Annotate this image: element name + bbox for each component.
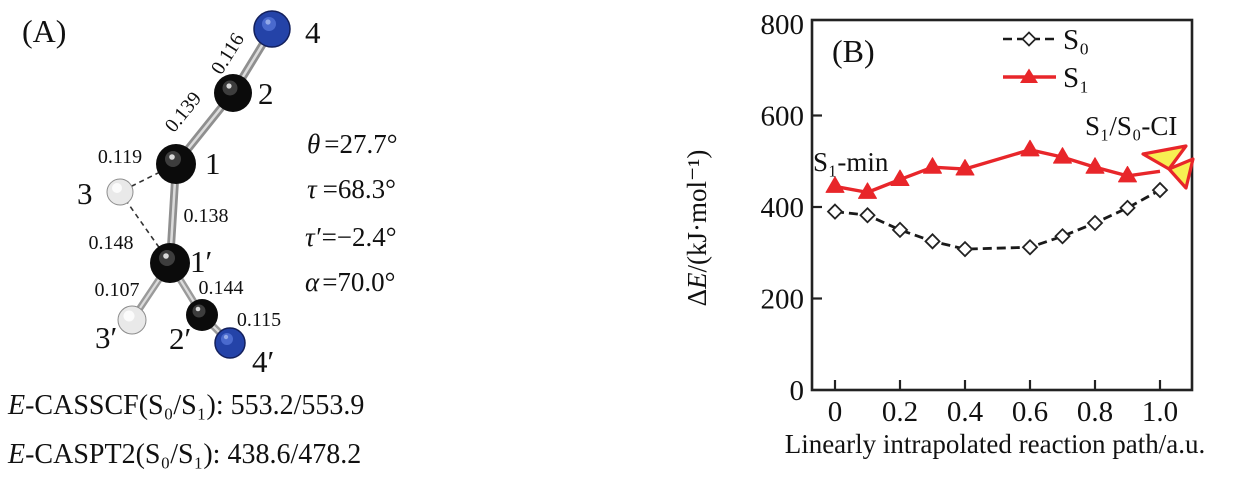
angle-alpha: α =70.0° bbox=[305, 267, 395, 297]
x-tick-label: 0.8 bbox=[1077, 396, 1113, 428]
bond-label-0107: 0.107 bbox=[95, 279, 140, 301]
legend-entry-s0: S₀ bbox=[1003, 24, 1089, 56]
conical-intersection-marker bbox=[1141, 144, 1195, 190]
atom-c1p-black bbox=[150, 243, 190, 283]
bond-label-0119: 0.119 bbox=[98, 146, 142, 168]
atom-c2-black bbox=[214, 74, 252, 112]
atom-label-3: 3 bbox=[77, 176, 93, 211]
atom-n4p-blue bbox=[214, 327, 246, 359]
atom-h3-white bbox=[106, 178, 134, 206]
legend: S₀ S₁ bbox=[1003, 24, 1089, 94]
atom-label-2p: 2′ bbox=[169, 321, 191, 356]
legend-entry-s1: S₁ bbox=[1003, 62, 1089, 94]
diamond-marker bbox=[924, 233, 941, 250]
energy-casscf: E-CASSCF(S₀/S₁): 553.2/553.9 bbox=[7, 390, 364, 421]
energy-values: E-CASSCF(S₀/S₁): 553.2/553.9 E-CASPT2(S₀… bbox=[7, 390, 364, 470]
diamond-marker bbox=[859, 206, 876, 224]
panel-a-label: (A) bbox=[22, 13, 66, 49]
diamond-marker bbox=[1054, 228, 1071, 245]
atom-c1-black bbox=[156, 144, 196, 184]
bond-label-0148: 0.148 bbox=[89, 232, 134, 254]
y-tick-label: 200 bbox=[761, 284, 805, 316]
annotation-s1-min: S₁-min bbox=[813, 147, 889, 177]
atom-label-3p: 3′ bbox=[95, 320, 117, 355]
atom-h3p-white bbox=[117, 305, 147, 335]
atom-label-4p: 4′ bbox=[252, 344, 274, 379]
angle-theta: θ =27.7° bbox=[307, 129, 398, 159]
triangle-marker bbox=[1085, 157, 1105, 174]
series-line-s0 bbox=[834, 188, 1161, 251]
x-tick-label: 1.0 bbox=[1142, 396, 1178, 428]
angle-parameters: θ =27.7° τ =68.3° τ′=−2.4° α =70.0° bbox=[305, 129, 398, 297]
y-tick-label: 800 bbox=[761, 9, 805, 41]
panel-a-molecule-diagram: (A) bbox=[7, 10, 398, 470]
bond-label-0144: 0.144 bbox=[199, 277, 244, 299]
x-tick-label: 0.2 bbox=[882, 396, 918, 428]
y-tick-label: 0 bbox=[790, 375, 805, 407]
angle-tau: τ =68.3° bbox=[307, 174, 396, 204]
plot-box bbox=[810, 18, 1194, 392]
diamond-marker bbox=[826, 203, 844, 220]
x-axis-title: Linearly intrapolated reaction path/a.u. bbox=[785, 429, 1206, 459]
legend-label-s1: S₁ bbox=[1063, 62, 1089, 94]
x-tick-label: 0.4 bbox=[947, 396, 984, 428]
diamond-marker bbox=[1021, 238, 1039, 256]
triangle-marker bbox=[1118, 165, 1137, 183]
annotation-s1-s0-ci: S₁/S₀-CI bbox=[1085, 111, 1177, 141]
y-tick-label: 600 bbox=[761, 101, 805, 133]
panel-b-label: (B) bbox=[832, 33, 875, 69]
data-series bbox=[825, 139, 1169, 258]
bond-label-0115: 0.115 bbox=[237, 309, 281, 331]
atoms bbox=[106, 10, 291, 359]
atom-label-1p: 1′ bbox=[190, 244, 212, 279]
atom-label-1: 1 bbox=[205, 146, 221, 181]
x-tick-label: 0 bbox=[828, 396, 843, 428]
triangle-marker bbox=[890, 169, 910, 187]
energy-caspt2: E-CASPT2(S₀/S₁): 438.6/478.2 bbox=[7, 439, 361, 470]
diamond-marker bbox=[956, 240, 974, 258]
atom-number-labels: 4 2 1 3 1′ 3′ 2′ 4′ bbox=[77, 15, 321, 379]
atom-label-2: 2 bbox=[258, 76, 274, 111]
triangle-marker bbox=[955, 159, 975, 176]
bond-label-0138: 0.138 bbox=[184, 205, 229, 227]
series-line-s1 bbox=[834, 148, 1161, 195]
diamond-marker bbox=[1151, 181, 1169, 199]
atom-n4-blue bbox=[253, 10, 291, 48]
legend-diamond-marker-icon bbox=[1021, 31, 1037, 47]
axis-ticks: 0 0.2 0.4 0.6 0.8 1.0 0 200 400 600 800 bbox=[761, 9, 1179, 428]
triangle-marker bbox=[858, 182, 877, 199]
triangle-marker bbox=[825, 176, 845, 193]
diamond-marker bbox=[891, 221, 909, 239]
triangle-marker bbox=[1020, 139, 1040, 157]
x-tick-label: 0.6 bbox=[1012, 396, 1048, 428]
triangle-marker bbox=[1053, 147, 1072, 164]
atom-c2p-black bbox=[186, 299, 218, 331]
legend-triangle-marker-icon bbox=[1020, 68, 1038, 83]
diamond-marker bbox=[1086, 214, 1104, 232]
y-tick-label: 400 bbox=[761, 192, 805, 224]
legend-label-s0: S₀ bbox=[1063, 24, 1089, 56]
triangle-marker bbox=[923, 157, 942, 174]
y-axis-title: ΔE/(kJ·mol⁻¹) bbox=[682, 150, 712, 307]
diamond-marker bbox=[1119, 199, 1136, 217]
atom-label-4: 4 bbox=[305, 15, 321, 50]
angle-tau-prime: τ′=−2.4° bbox=[305, 222, 397, 252]
